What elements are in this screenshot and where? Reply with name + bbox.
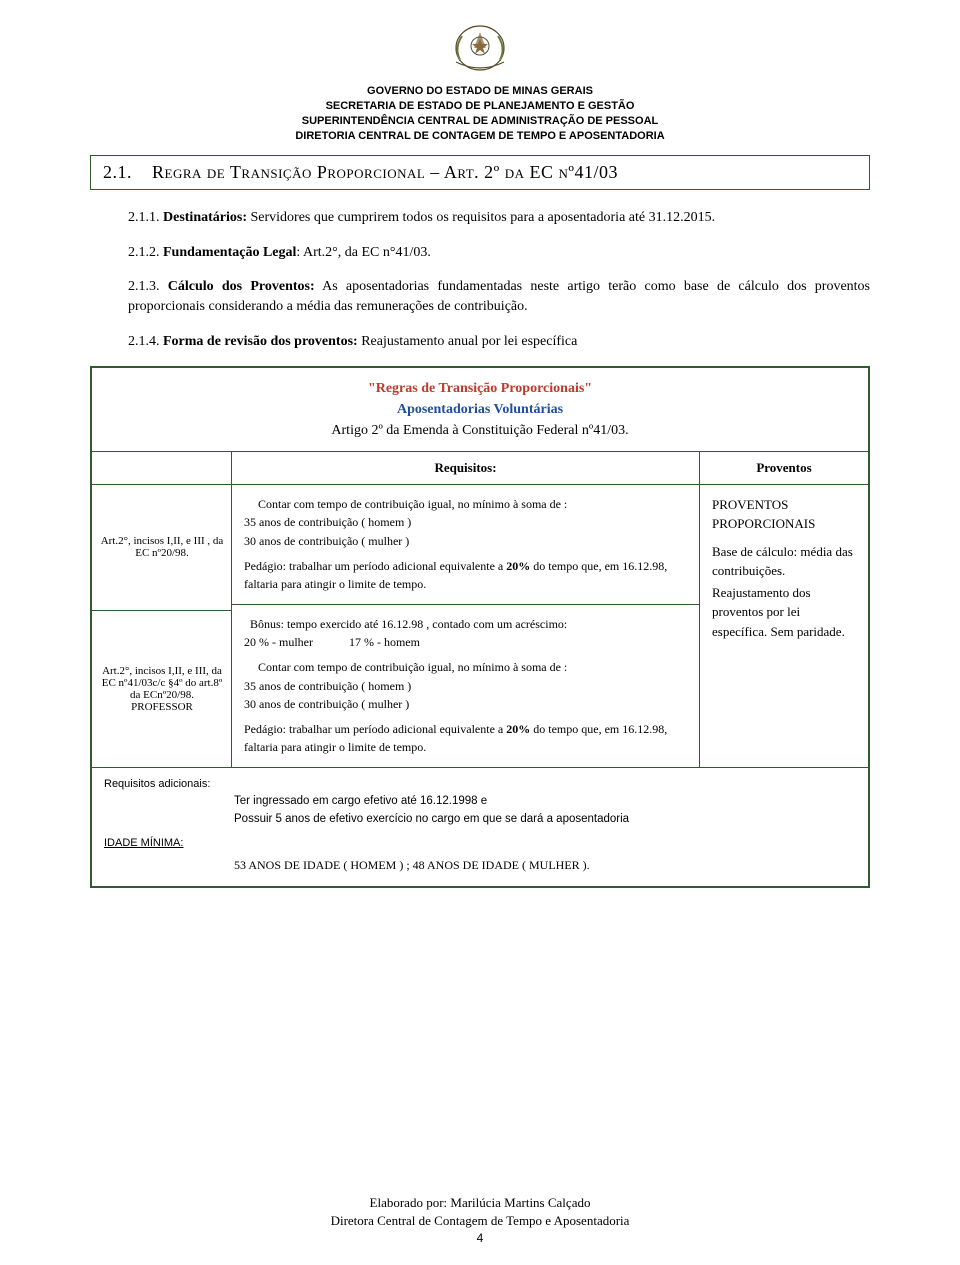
m2f: Pedágio: trabalhar um período adicional … [244,720,687,757]
m2a: Bônus: tempo exercido até 16.12.98 , con… [244,615,687,634]
rb: Base de cálculo: média das contribuições… [712,542,856,581]
p1-text: Servidores que cumprirem todos os requis… [247,210,715,225]
table-title-3: Artigo 2º da Emenda à Constituição Feder… [100,420,860,441]
m2e: 30 anos de contribuição ( mulher ) [244,695,687,714]
m1c: 30 anos de contribuição ( mulher ) [244,532,687,551]
col-requisitos: Requisitos: [232,452,700,484]
foot-l1: Ter ingressado em cargo efetivo até 16.1… [234,793,856,811]
p3-num: 2.1.3. [128,279,168,294]
p2-label: Fundamentação Legal [163,245,296,260]
m1d: Pedágio: trabalhar um período adicional … [244,557,687,594]
section-number: 2.1. [103,162,132,182]
para-calculo: 2.1.3. Cálculo dos Proventos: As aposent… [128,277,870,318]
para-destinatarios: 2.1.1. Destinatários: Servidores que cum… [128,208,870,228]
foot-l2: Possuir 5 anos de efetivo exercício no c… [234,811,856,829]
proventos-cell: PROVENTOS PROPORCIONAIS Base de cálculo:… [700,485,868,767]
m2b: 20 % - mulher 17 % - homem [244,633,687,652]
table-title-2: Aposentadorias Voluntárias [100,399,860,420]
p2-text: : Art.2°, da EC n°41/03. [296,245,430,260]
col-proventos: Proventos [700,452,868,484]
m2d: 35 anos de contribuição ( homem ) [244,677,687,696]
p4-label: Forma de revisão dos proventos: [163,334,358,349]
foot-lbl-idade: IDADE MÍNIMA: [104,835,856,852]
letterhead: GOVERNO DO ESTADO DE MINAS GERAIS SECRET… [90,18,870,143]
page-number: 4 [0,1230,960,1247]
footer-author: Elaborado por: Marilúcia Martins Calçado [0,1194,960,1212]
header-line-2: SECRETARIA DE ESTADO DE PLANEJAMENTO E G… [90,99,870,114]
para-revisao: 2.1.4. Forma de revisão dos proventos: R… [128,332,870,352]
section-title-box: 2.1. Regra de Transição Proporcional – A… [90,155,870,190]
foot-l3: 53 ANOS DE IDADE ( HOMEM ) ; 48 ANOS DE … [104,856,856,875]
header-line-1: GOVERNO DO ESTADO DE MINAS GERAIS [90,84,870,99]
table-body: Art.2°, incisos I,II, e III , da EC nº20… [92,485,868,768]
foot-lbl-req: Requisitos adicionais: [104,776,856,793]
p1-label: Destinatários: [163,210,247,225]
header-line-4: DIRETORIA CENTRAL DE CONTAGEM DE TEMPO E… [90,129,870,144]
footer-role: Diretora Central de Contagem de Tempo e … [0,1212,960,1230]
table-column-headers: Requisitos: Proventos [92,452,868,485]
p4-text: Reajustamento anual por lei específica [358,334,578,349]
table-title-1: "Regras de Transição Proporcionais" [100,378,860,399]
rc: Reajustamento dos proventos por lei espe… [712,583,856,642]
p1-num: 2.1.1. [128,210,163,225]
req-cell-2: Bônus: tempo exercido até 16.12.98 , con… [232,605,699,767]
p2-num: 2.1.2. [128,245,163,260]
ra: PROVENTOS PROPORCIONAIS [712,495,856,534]
m2c: Contar com tempo de contribuição igual, … [244,658,687,677]
m1b: 35 anos de contribuição ( homem ) [244,513,687,532]
ref-cell-1: Art.2°, incisos I,II, e III , da EC nº20… [92,485,232,611]
state-emblem-icon [444,18,516,78]
rules-table: "Regras de Transição Proporcionais" Apos… [90,366,870,888]
p3-label: Cálculo dos Proventos: [168,279,315,294]
section-title-text: Regra de Transição Proporcional – Art. 2… [152,162,618,182]
p4-num: 2.1.4. [128,334,163,349]
col-empty [92,452,232,484]
table-title: "Regras de Transição Proporcionais" Apos… [92,368,868,452]
table-footer: Requisitos adicionais: Ter ingressado em… [92,768,868,886]
ref-cell-2: Art.2°, incisos I,II, e III, da EC nº41/… [92,611,232,767]
page-footer: Elaborado por: Marilúcia Martins Calçado… [0,1194,960,1247]
para-fundamentacao: 2.1.2. Fundamentação Legal: Art.2°, da E… [128,243,870,263]
req-cell-1: Contar com tempo de contribuição igual, … [232,485,699,605]
m1a: Contar com tempo de contribuição igual, … [244,495,687,514]
header-line-3: SUPERINTENDÊNCIA CENTRAL DE ADMINISTRAÇÃ… [90,114,870,129]
